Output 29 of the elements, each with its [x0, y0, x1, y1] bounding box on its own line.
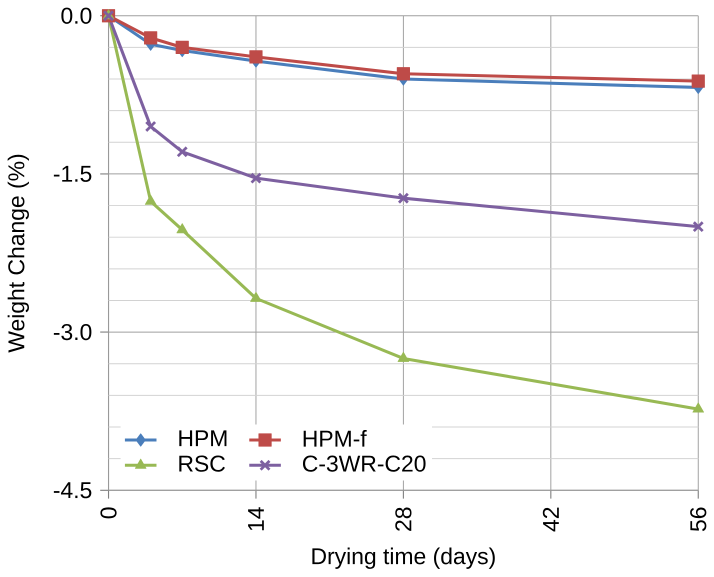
point: [398, 352, 410, 362]
point: [250, 172, 262, 184]
point: [144, 120, 156, 133]
point: [249, 50, 263, 64]
y-axis-title: Weight Change (%): [8, 155, 29, 353]
point: [250, 292, 262, 302]
legend-label: C-3WR-C20: [302, 456, 426, 472]
y-tick-label: -3.0: [54, 324, 92, 340]
x-tick-label: 14: [248, 507, 264, 530]
point: [144, 32, 158, 45]
x-tick-label: 0: [100, 508, 117, 519]
point: [176, 223, 188, 234]
y-tick-label: -4.5: [54, 482, 92, 499]
point: [144, 194, 156, 206]
legend-label: HPM: [179, 430, 226, 446]
x-tick-label: 56: [690, 508, 706, 532]
point: [692, 74, 705, 88]
legend-label: HPM-f: [304, 430, 367, 447]
point: [692, 402, 704, 413]
point: [398, 192, 410, 204]
point: [396, 67, 410, 81]
y-tick-label: 0.0: [61, 8, 92, 24]
x-tick-label: 28: [395, 508, 412, 532]
legend-label: RSC: [179, 456, 225, 472]
x-tick-label: 42: [542, 508, 559, 532]
point: [692, 221, 704, 233]
point: [176, 146, 188, 158]
x-axis-title: Drying time (days): [312, 548, 495, 570]
y-tick-label: -1.5: [54, 166, 92, 182]
